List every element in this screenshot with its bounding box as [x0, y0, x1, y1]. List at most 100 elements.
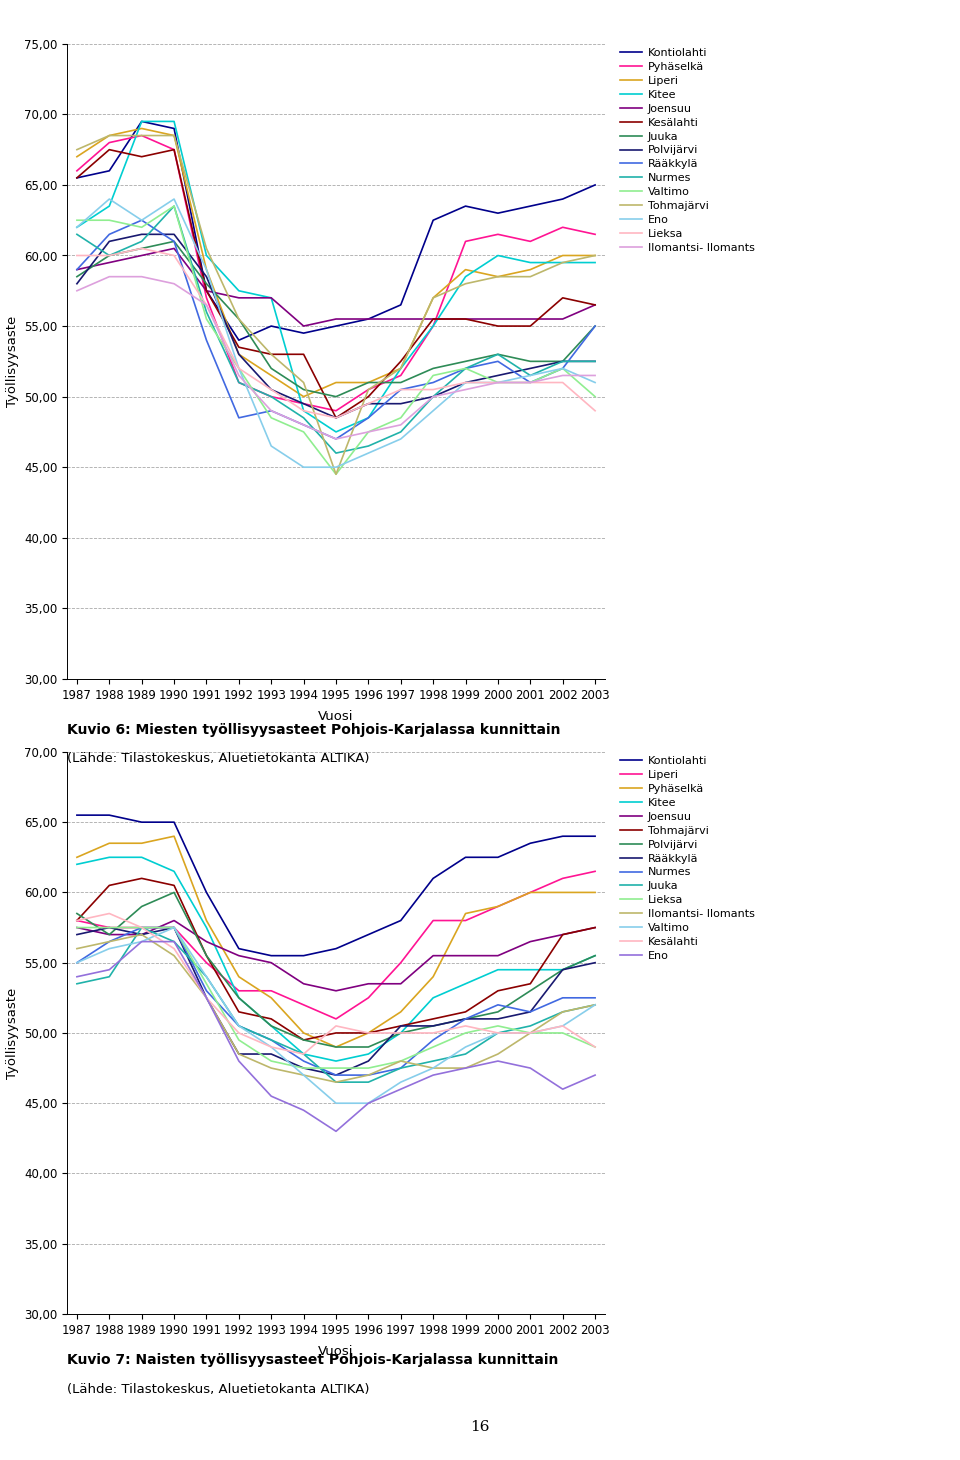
Kitee [524, 961, 536, 978]
Kesälahti [460, 311, 471, 329]
Rääkkylä [557, 359, 568, 377]
Polvijärvi [298, 1031, 309, 1048]
Kontiolahti [589, 177, 601, 194]
Pyhäselkä [330, 1038, 342, 1056]
Kitee [427, 317, 439, 334]
Eno [136, 212, 148, 229]
Line: Ilomantsi- Ilomants: Ilomantsi- Ilomants [77, 934, 595, 1082]
Pyhäselkä [201, 911, 212, 930]
Joensuu [168, 911, 180, 930]
Joensuu [363, 311, 374, 329]
Valtimo [589, 996, 601, 1013]
Liperi [427, 911, 439, 930]
Lieksa [233, 359, 245, 377]
Tohmajärvi [168, 876, 180, 894]
Line: Polvijärvi: Polvijärvi [77, 892, 595, 1047]
Juuka [233, 311, 245, 329]
Liperi [266, 366, 277, 384]
Valtimo [136, 933, 148, 950]
Valtimo [492, 1025, 504, 1042]
Joensuu [589, 296, 601, 314]
Line: Kesälahti: Kesälahti [77, 914, 595, 1054]
Nurmes [168, 918, 180, 936]
Kesälahti [201, 282, 212, 299]
Polvijärvi [201, 948, 212, 965]
Kontiolahti [168, 120, 180, 137]
Polvijärvi [557, 352, 568, 369]
Valtimo [136, 219, 148, 237]
Nurmes [427, 388, 439, 406]
Lieksa [71, 918, 83, 936]
Liperi [492, 898, 504, 915]
Kontiolahti [460, 197, 471, 215]
Rääkkylä [589, 317, 601, 334]
Joensuu [589, 918, 601, 936]
Kontiolahti [233, 331, 245, 349]
Valtimo [492, 374, 504, 391]
Joensuu [492, 948, 504, 965]
Juuka [136, 918, 148, 936]
Kontiolahti [136, 112, 148, 130]
Nurmes [104, 933, 115, 950]
Nurmes [427, 1031, 439, 1048]
Tohmajärvi [427, 289, 439, 307]
Eno [168, 933, 180, 950]
Kesälahti [460, 1018, 471, 1035]
Joensuu [136, 247, 148, 264]
Lieksa [233, 1031, 245, 1048]
Line: Nurmes: Nurmes [77, 927, 595, 1075]
Pyhäselkä [233, 968, 245, 986]
Kesälahti [233, 339, 245, 356]
Liperi [71, 911, 83, 930]
Pyhäselkä [492, 225, 504, 242]
Ilomantsi- Ilomants [104, 933, 115, 950]
Eno [104, 961, 115, 978]
Nurmes [104, 247, 115, 264]
Kitee [71, 856, 83, 873]
Ilomantsi- Ilomants [201, 988, 212, 1006]
Kitee [524, 254, 536, 272]
Tohmajärvi [557, 254, 568, 272]
Rääkkylä [298, 1060, 309, 1077]
Eno [330, 458, 342, 476]
Juuka [266, 1031, 277, 1048]
Joensuu [298, 317, 309, 334]
Eno [71, 219, 83, 237]
Kesälahti [266, 1038, 277, 1056]
Lieksa [201, 296, 212, 314]
Liperi [266, 983, 277, 1000]
Joensuu [71, 918, 83, 936]
Pyhäselkä [168, 828, 180, 845]
Rääkkylä [363, 1053, 374, 1070]
Joensuu [557, 311, 568, 329]
Liperi [330, 1010, 342, 1028]
Nurmes [266, 388, 277, 406]
Eno [557, 1080, 568, 1098]
Line: Kontiolahti: Kontiolahti [77, 815, 595, 956]
Lieksa [104, 247, 115, 264]
Lieksa [427, 381, 439, 399]
Polvijärvi [330, 1038, 342, 1056]
Kitee [201, 918, 212, 936]
Liperi [201, 953, 212, 971]
Kontiolahti [524, 835, 536, 853]
Valtimo [460, 359, 471, 377]
Pyhäselkä [395, 366, 406, 384]
Joensuu [427, 948, 439, 965]
Pyhäselkä [266, 388, 277, 406]
Kontiolahti [395, 296, 406, 314]
Kesälahti [298, 1045, 309, 1063]
Kitee [460, 267, 471, 285]
Polvijärvi [492, 366, 504, 384]
Valtimo [201, 968, 212, 986]
Juuka [71, 267, 83, 285]
Joensuu [233, 289, 245, 307]
Joensuu [557, 926, 568, 943]
Nurmes [330, 1066, 342, 1083]
Polvijärvi [266, 381, 277, 399]
Liperi [168, 918, 180, 936]
Liperi [136, 918, 148, 936]
Rääkkylä [427, 1018, 439, 1035]
Liperi [201, 261, 212, 279]
Ilomantsi- Ilomants [136, 926, 148, 943]
